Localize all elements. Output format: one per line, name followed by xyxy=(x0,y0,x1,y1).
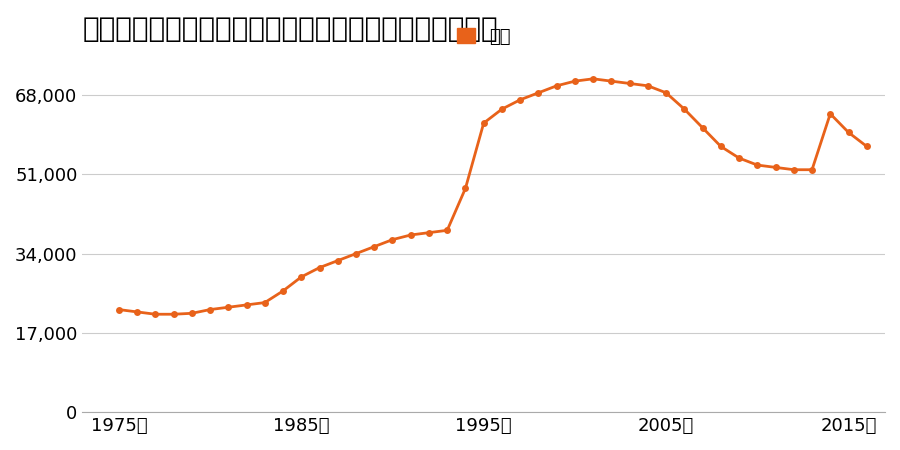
価格 xyxy=(625,81,635,86)
価格 xyxy=(588,76,598,81)
価格 xyxy=(752,162,762,168)
価格 xyxy=(369,244,380,249)
価格 xyxy=(806,167,817,172)
価格 xyxy=(241,302,252,308)
価格 xyxy=(716,144,726,149)
価格 xyxy=(643,83,653,89)
価格 xyxy=(442,228,453,233)
価格 xyxy=(204,307,215,312)
価格 xyxy=(277,288,288,294)
Text: 大分県大分市大字千歳字高城４１８番１０１の地価推移: 大分県大分市大字千歳字高城４１８番１０１の地価推移 xyxy=(83,15,498,43)
価格 xyxy=(131,309,142,315)
価格 xyxy=(113,307,124,312)
価格 xyxy=(223,305,234,310)
価格 xyxy=(606,78,616,84)
価格 xyxy=(332,258,343,263)
価格 xyxy=(351,251,362,256)
価格 xyxy=(698,125,708,130)
価格 xyxy=(387,237,398,243)
価格 xyxy=(825,111,836,117)
価格 xyxy=(405,232,416,238)
価格 xyxy=(515,97,526,103)
価格 xyxy=(661,90,671,95)
価格 xyxy=(460,186,471,191)
価格 xyxy=(296,274,307,279)
価格 xyxy=(259,300,270,305)
価格 xyxy=(168,311,179,317)
価格 xyxy=(314,265,325,270)
Legend: 価格: 価格 xyxy=(449,21,518,53)
価格 xyxy=(533,90,544,95)
価格 xyxy=(679,106,689,112)
価格 xyxy=(861,144,872,149)
価格 xyxy=(734,155,744,161)
価格 xyxy=(788,167,799,172)
Line: 価格: 価格 xyxy=(115,75,870,318)
価格 xyxy=(497,106,508,112)
価格 xyxy=(570,78,580,84)
価格 xyxy=(186,310,197,316)
価格 xyxy=(424,230,435,235)
価格 xyxy=(843,130,854,135)
価格 xyxy=(551,83,562,89)
価格 xyxy=(478,121,489,126)
価格 xyxy=(150,311,161,317)
価格 xyxy=(770,165,781,170)
